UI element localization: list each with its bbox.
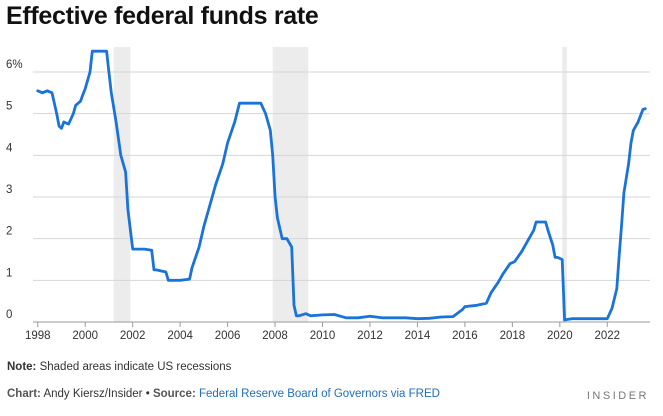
x-tick-label: 2022 [594, 330, 620, 342]
recession-band-1 [272, 47, 309, 322]
y-tick-label: 0 [6, 309, 12, 321]
x-tick-label: 2020 [547, 330, 573, 342]
x-tick-label: 2018 [500, 330, 526, 342]
x-tick-label: 2012 [357, 330, 383, 342]
x-tick-label: 2010 [310, 330, 336, 342]
recession-band-0 [113, 47, 131, 322]
x-tick-label: 2016 [452, 330, 478, 342]
y-tick-label: 2 [6, 226, 12, 238]
y-tick-label: 1 [6, 267, 12, 279]
chart-credit: Chart: Andy Kiersz/Insider • Source: Fed… [7, 388, 440, 400]
x-tick-label: 2000 [72, 330, 98, 342]
note-label: Note: [7, 361, 37, 373]
y-axis-ticks: 0 1 2 3 4 5 6% [6, 59, 23, 321]
x-tick-label: 2004 [167, 330, 193, 342]
series-group [36, 49, 647, 322]
source-link[interactable]: Federal Reserve Board of Governors via F… [198, 388, 440, 400]
chart-author: Andy Kiersz/Insider [43, 388, 143, 400]
y-tick-label: 3 [6, 184, 12, 196]
y-tick-label: 5 [6, 101, 12, 113]
gridlines [33, 71, 650, 323]
x-tick-label: 2014 [405, 330, 431, 342]
x-tick-label: 2002 [120, 330, 146, 342]
note-text: Shaded areas indicate US recessions [39, 361, 232, 373]
y-tick-label: 6% [6, 59, 23, 71]
x-tick-label: 2008 [262, 330, 288, 342]
x-axis-ticks: 1998 2000 2002 2004 2006 2008 2010 2012 2014 2016… [25, 322, 620, 342]
source-label: Source: [152, 388, 196, 400]
recession-band-2 [562, 47, 567, 322]
chart-credit-label: Chart: [7, 388, 41, 400]
x-tick-label: 1998 [25, 330, 51, 342]
chart-title: Effective federal funds rate [6, 2, 319, 30]
x-tick-label: 2006 [215, 330, 241, 342]
credit-separator: • [145, 388, 150, 400]
y-tick-label: 4 [6, 142, 13, 154]
series-line-0 [36, 49, 647, 322]
insider-logo: INSIDER [586, 390, 649, 402]
chart-note: Note: Shaded areas indicate US recession… [7, 361, 231, 373]
recession-shading-group [113, 47, 567, 322]
